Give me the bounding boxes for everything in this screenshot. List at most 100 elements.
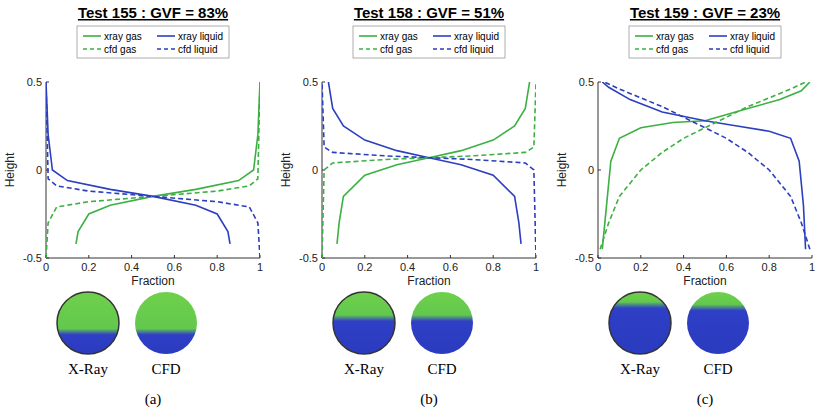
legend-swatch bbox=[83, 48, 101, 50]
x-tick bbox=[812, 255, 813, 258]
y-axis-title: Height bbox=[3, 152, 17, 187]
x-tick bbox=[493, 255, 494, 258]
x-axis bbox=[322, 258, 536, 259]
series-line bbox=[602, 82, 805, 249]
panel: Test 159 : GVF = 23%xray gasxray liquidc… bbox=[555, 4, 815, 408]
y-tick bbox=[598, 258, 601, 259]
x-axis-title: Fraction bbox=[131, 274, 174, 288]
image-label: X-Ray bbox=[68, 361, 108, 377]
cross-section bbox=[609, 292, 671, 354]
x-tick-label: 0.6 bbox=[167, 261, 182, 273]
x-tick bbox=[131, 255, 132, 258]
legend-label: xray liquid bbox=[178, 31, 223, 42]
x-tick-label: 0.8 bbox=[486, 261, 501, 273]
legend-box bbox=[629, 26, 781, 58]
x-tick bbox=[683, 255, 684, 258]
image-label: CFD bbox=[427, 361, 456, 377]
y-tick-label: -0.5 bbox=[299, 252, 318, 264]
legend-swatch bbox=[157, 48, 175, 50]
legend-label: cfd gas bbox=[380, 44, 412, 55]
y-tick-label: 0 bbox=[36, 164, 42, 176]
plot-lines bbox=[600, 82, 810, 249]
y-tick-label: 0.5 bbox=[27, 76, 42, 88]
y-axis-title: Height bbox=[279, 152, 293, 187]
series-line bbox=[46, 82, 260, 258]
x-tick bbox=[726, 255, 727, 258]
y-tick-label: -0.5 bbox=[575, 252, 594, 264]
x-tick bbox=[640, 255, 641, 258]
legend-label: cfd liquid bbox=[730, 44, 769, 55]
legend: xray gasxray liquidcfd gascfd liquid bbox=[77, 26, 229, 58]
cross-section bbox=[411, 292, 473, 354]
series-line bbox=[600, 82, 805, 249]
x-axis bbox=[598, 258, 812, 259]
legend-label: xray liquid bbox=[730, 31, 775, 42]
image-label: CFD bbox=[703, 361, 732, 377]
cross-section bbox=[135, 292, 197, 354]
y-tick bbox=[322, 82, 325, 83]
legend-label: xray gas bbox=[104, 31, 142, 42]
cross-section bbox=[57, 292, 119, 354]
y-tick-label: 0 bbox=[588, 164, 594, 176]
x-tick-label: 0.4 bbox=[676, 261, 691, 273]
panel: Test 158 : GVF = 51% xray gas xray liquid c… bbox=[279, 4, 539, 408]
series-line bbox=[337, 82, 530, 244]
legend-label: cfd liquid bbox=[454, 44, 493, 55]
image-label: X-Ray bbox=[620, 361, 660, 377]
y-axis-title: Height bbox=[555, 152, 569, 187]
panel: Test 155 : GVF = 83% xray gas xray liquid c… bbox=[3, 4, 263, 408]
legend-swatch bbox=[709, 48, 727, 50]
legend-swatch bbox=[709, 35, 727, 37]
x-tick-label: 0.2 bbox=[81, 261, 96, 273]
x-tick-label: 0 bbox=[319, 261, 325, 273]
series-line bbox=[46, 82, 230, 244]
y-tick-label: 0.5 bbox=[579, 76, 594, 88]
legend-label: xray liquid bbox=[454, 31, 499, 42]
x-tick-label: 0.2 bbox=[357, 261, 372, 273]
series-line bbox=[46, 82, 260, 258]
legend-box bbox=[77, 26, 229, 58]
series-line bbox=[604, 82, 809, 249]
y-tick-label: -0.5 bbox=[23, 252, 42, 264]
series-line bbox=[328, 82, 521, 244]
x-tick bbox=[364, 255, 365, 258]
x-tick-label: 0.6 bbox=[719, 261, 734, 273]
legend-swatch bbox=[635, 35, 653, 37]
panel-letter: (a) bbox=[145, 391, 162, 408]
legend-swatch bbox=[83, 35, 101, 37]
legend-box bbox=[353, 26, 505, 58]
x-tick bbox=[450, 255, 451, 258]
legend-swatch bbox=[433, 35, 451, 37]
x-tick bbox=[88, 255, 89, 258]
series-line bbox=[76, 82, 260, 244]
x-tick-label: 0 bbox=[43, 261, 49, 273]
x-tick bbox=[769, 255, 770, 258]
x-axis bbox=[46, 258, 260, 259]
cross-section bbox=[333, 292, 395, 354]
y-tick bbox=[598, 82, 601, 83]
image-label: CFD bbox=[151, 361, 180, 377]
x-tick-label: 0.4 bbox=[124, 261, 139, 273]
legend-swatch bbox=[359, 48, 377, 50]
x-tick bbox=[217, 255, 218, 258]
x-axis-title: Fraction bbox=[683, 274, 726, 288]
cross-section bbox=[687, 292, 749, 354]
figure: Test 155 : GVF = 83% xray gas xray liquid c… bbox=[0, 0, 828, 415]
panel-title: Test 155 : GVF = 83% bbox=[78, 4, 228, 21]
x-tick-label: 1 bbox=[533, 261, 539, 273]
legend: xray gas xray liquid cfd gas cfd liquid bbox=[353, 26, 505, 58]
legend-swatch bbox=[359, 35, 377, 37]
legend-swatch bbox=[433, 48, 451, 50]
y-tick bbox=[598, 170, 601, 171]
legend-label: cfd gas bbox=[104, 44, 136, 55]
series-line bbox=[322, 82, 536, 258]
panel-title: Test 159 : GVF = 23% bbox=[630, 4, 780, 21]
legend-label: cfd gas bbox=[656, 44, 688, 55]
legend-label: xray gas bbox=[380, 31, 418, 42]
panel-title: Test 158 : GVF = 51% bbox=[354, 4, 504, 21]
panel-letter: (b) bbox=[420, 391, 438, 408]
y-tick-label: 0.5 bbox=[303, 76, 318, 88]
legend-swatch bbox=[157, 35, 175, 37]
x-tick-label: 1 bbox=[809, 261, 815, 273]
series-line bbox=[602, 82, 810, 249]
